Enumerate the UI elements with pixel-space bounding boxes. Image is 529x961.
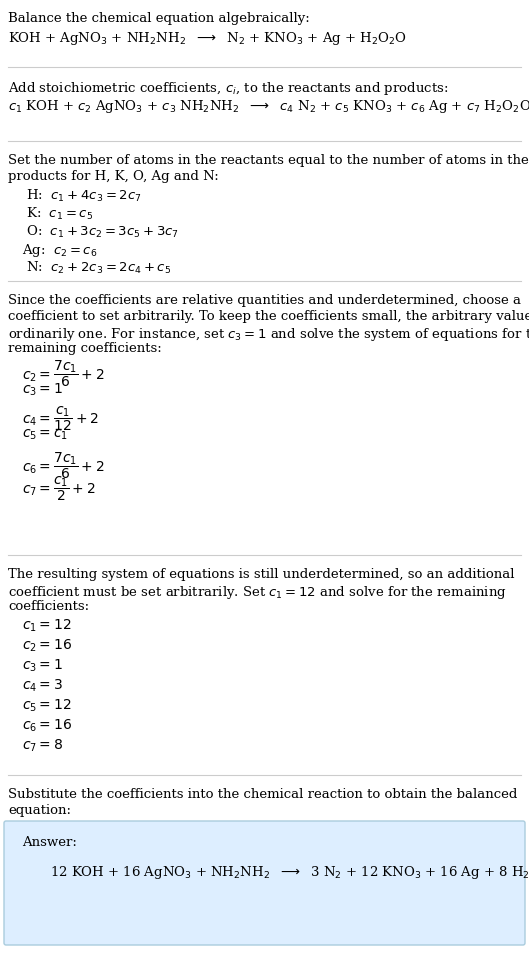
Text: Ag:  $c_2 = c_6$: Ag: $c_2 = c_6$ bbox=[22, 242, 97, 259]
Text: Add stoichiometric coefficients, $c_i$, to the reactants and products:: Add stoichiometric coefficients, $c_i$, … bbox=[8, 80, 449, 97]
Text: O:  $c_1 + 3 c_2 = 3 c_5 + 3 c_7$: O: $c_1 + 3 c_2 = 3 c_5 + 3 c_7$ bbox=[22, 224, 179, 240]
Text: $c_1 = 12$: $c_1 = 12$ bbox=[22, 617, 71, 633]
Text: $c_6 = 16$: $c_6 = 16$ bbox=[22, 717, 72, 733]
Text: $c_3 = 1$: $c_3 = 1$ bbox=[22, 382, 63, 398]
Text: products for H, K, O, Ag and N:: products for H, K, O, Ag and N: bbox=[8, 170, 219, 183]
Text: Since the coefficients are relative quantities and underdetermined, choose a: Since the coefficients are relative quan… bbox=[8, 294, 521, 307]
Text: $c_2 = 16$: $c_2 = 16$ bbox=[22, 637, 72, 653]
Text: $c_7 = 8$: $c_7 = 8$ bbox=[22, 737, 63, 753]
Text: $c_6 = \dfrac{7 c_1}{6} + 2$: $c_6 = \dfrac{7 c_1}{6} + 2$ bbox=[22, 450, 104, 480]
Text: Balance the chemical equation algebraically:: Balance the chemical equation algebraica… bbox=[8, 12, 310, 25]
Text: Answer:: Answer: bbox=[22, 835, 77, 849]
Text: Set the number of atoms in the reactants equal to the number of atoms in the: Set the number of atoms in the reactants… bbox=[8, 154, 529, 167]
Text: $c_3 = 1$: $c_3 = 1$ bbox=[22, 657, 63, 674]
Text: coefficient must be set arbitrarily. Set $c_1 = 12$ and solve for the remaining: coefficient must be set arbitrarily. Set… bbox=[8, 583, 507, 601]
Text: remaining coefficients:: remaining coefficients: bbox=[8, 342, 162, 355]
Text: $c_4 = 3$: $c_4 = 3$ bbox=[22, 678, 63, 694]
Text: KOH + AgNO$_3$ + NH$_2$NH$_2$  $\longrightarrow$  N$_2$ + KNO$_3$ + Ag + H$_2$O$: KOH + AgNO$_3$ + NH$_2$NH$_2$ $\longrigh… bbox=[8, 30, 407, 47]
FancyBboxPatch shape bbox=[4, 821, 525, 945]
Text: $c_5 = 12$: $c_5 = 12$ bbox=[22, 698, 71, 714]
Text: N:  $c_2 + 2 c_3 = 2 c_4 + c_5$: N: $c_2 + 2 c_3 = 2 c_4 + c_5$ bbox=[22, 259, 171, 276]
Text: The resulting system of equations is still underdetermined, so an additional: The resulting system of equations is sti… bbox=[8, 567, 515, 580]
Text: Substitute the coefficients into the chemical reaction to obtain the balanced: Substitute the coefficients into the che… bbox=[8, 787, 517, 801]
Text: coefficient to set arbitrarily. To keep the coefficients small, the arbitrary va: coefficient to set arbitrarily. To keep … bbox=[8, 309, 529, 323]
Text: ordinarily one. For instance, set $c_3 = 1$ and solve the system of equations fo: ordinarily one. For instance, set $c_3 =… bbox=[8, 326, 529, 343]
Text: H:  $c_1 + 4 c_3 = 2 c_7$: H: $c_1 + 4 c_3 = 2 c_7$ bbox=[22, 187, 142, 204]
Text: $c_7 = \dfrac{c_1}{2} + 2$: $c_7 = \dfrac{c_1}{2} + 2$ bbox=[22, 474, 96, 503]
Text: $c_5 = c_1$: $c_5 = c_1$ bbox=[22, 428, 68, 442]
Text: 12 KOH + 16 AgNO$_3$ + NH$_2$NH$_2$  $\longrightarrow$  3 N$_2$ + 12 KNO$_3$ + 1: 12 KOH + 16 AgNO$_3$ + NH$_2$NH$_2$ $\lo… bbox=[50, 863, 529, 880]
Text: equation:: equation: bbox=[8, 803, 71, 816]
Text: $c_4 = \dfrac{c_1}{12} + 2$: $c_4 = \dfrac{c_1}{12} + 2$ bbox=[22, 404, 99, 432]
Text: coefficients:: coefficients: bbox=[8, 600, 89, 612]
Text: K:  $c_1 = c_5$: K: $c_1 = c_5$ bbox=[22, 206, 93, 222]
Text: $c_2 = \dfrac{7 c_1}{6} + 2$: $c_2 = \dfrac{7 c_1}{6} + 2$ bbox=[22, 357, 104, 388]
Text: $c_1$ KOH + $c_2$ AgNO$_3$ + $c_3$ NH$_2$NH$_2$  $\longrightarrow$  $c_4$ N$_2$ : $c_1$ KOH + $c_2$ AgNO$_3$ + $c_3$ NH$_2… bbox=[8, 98, 529, 115]
